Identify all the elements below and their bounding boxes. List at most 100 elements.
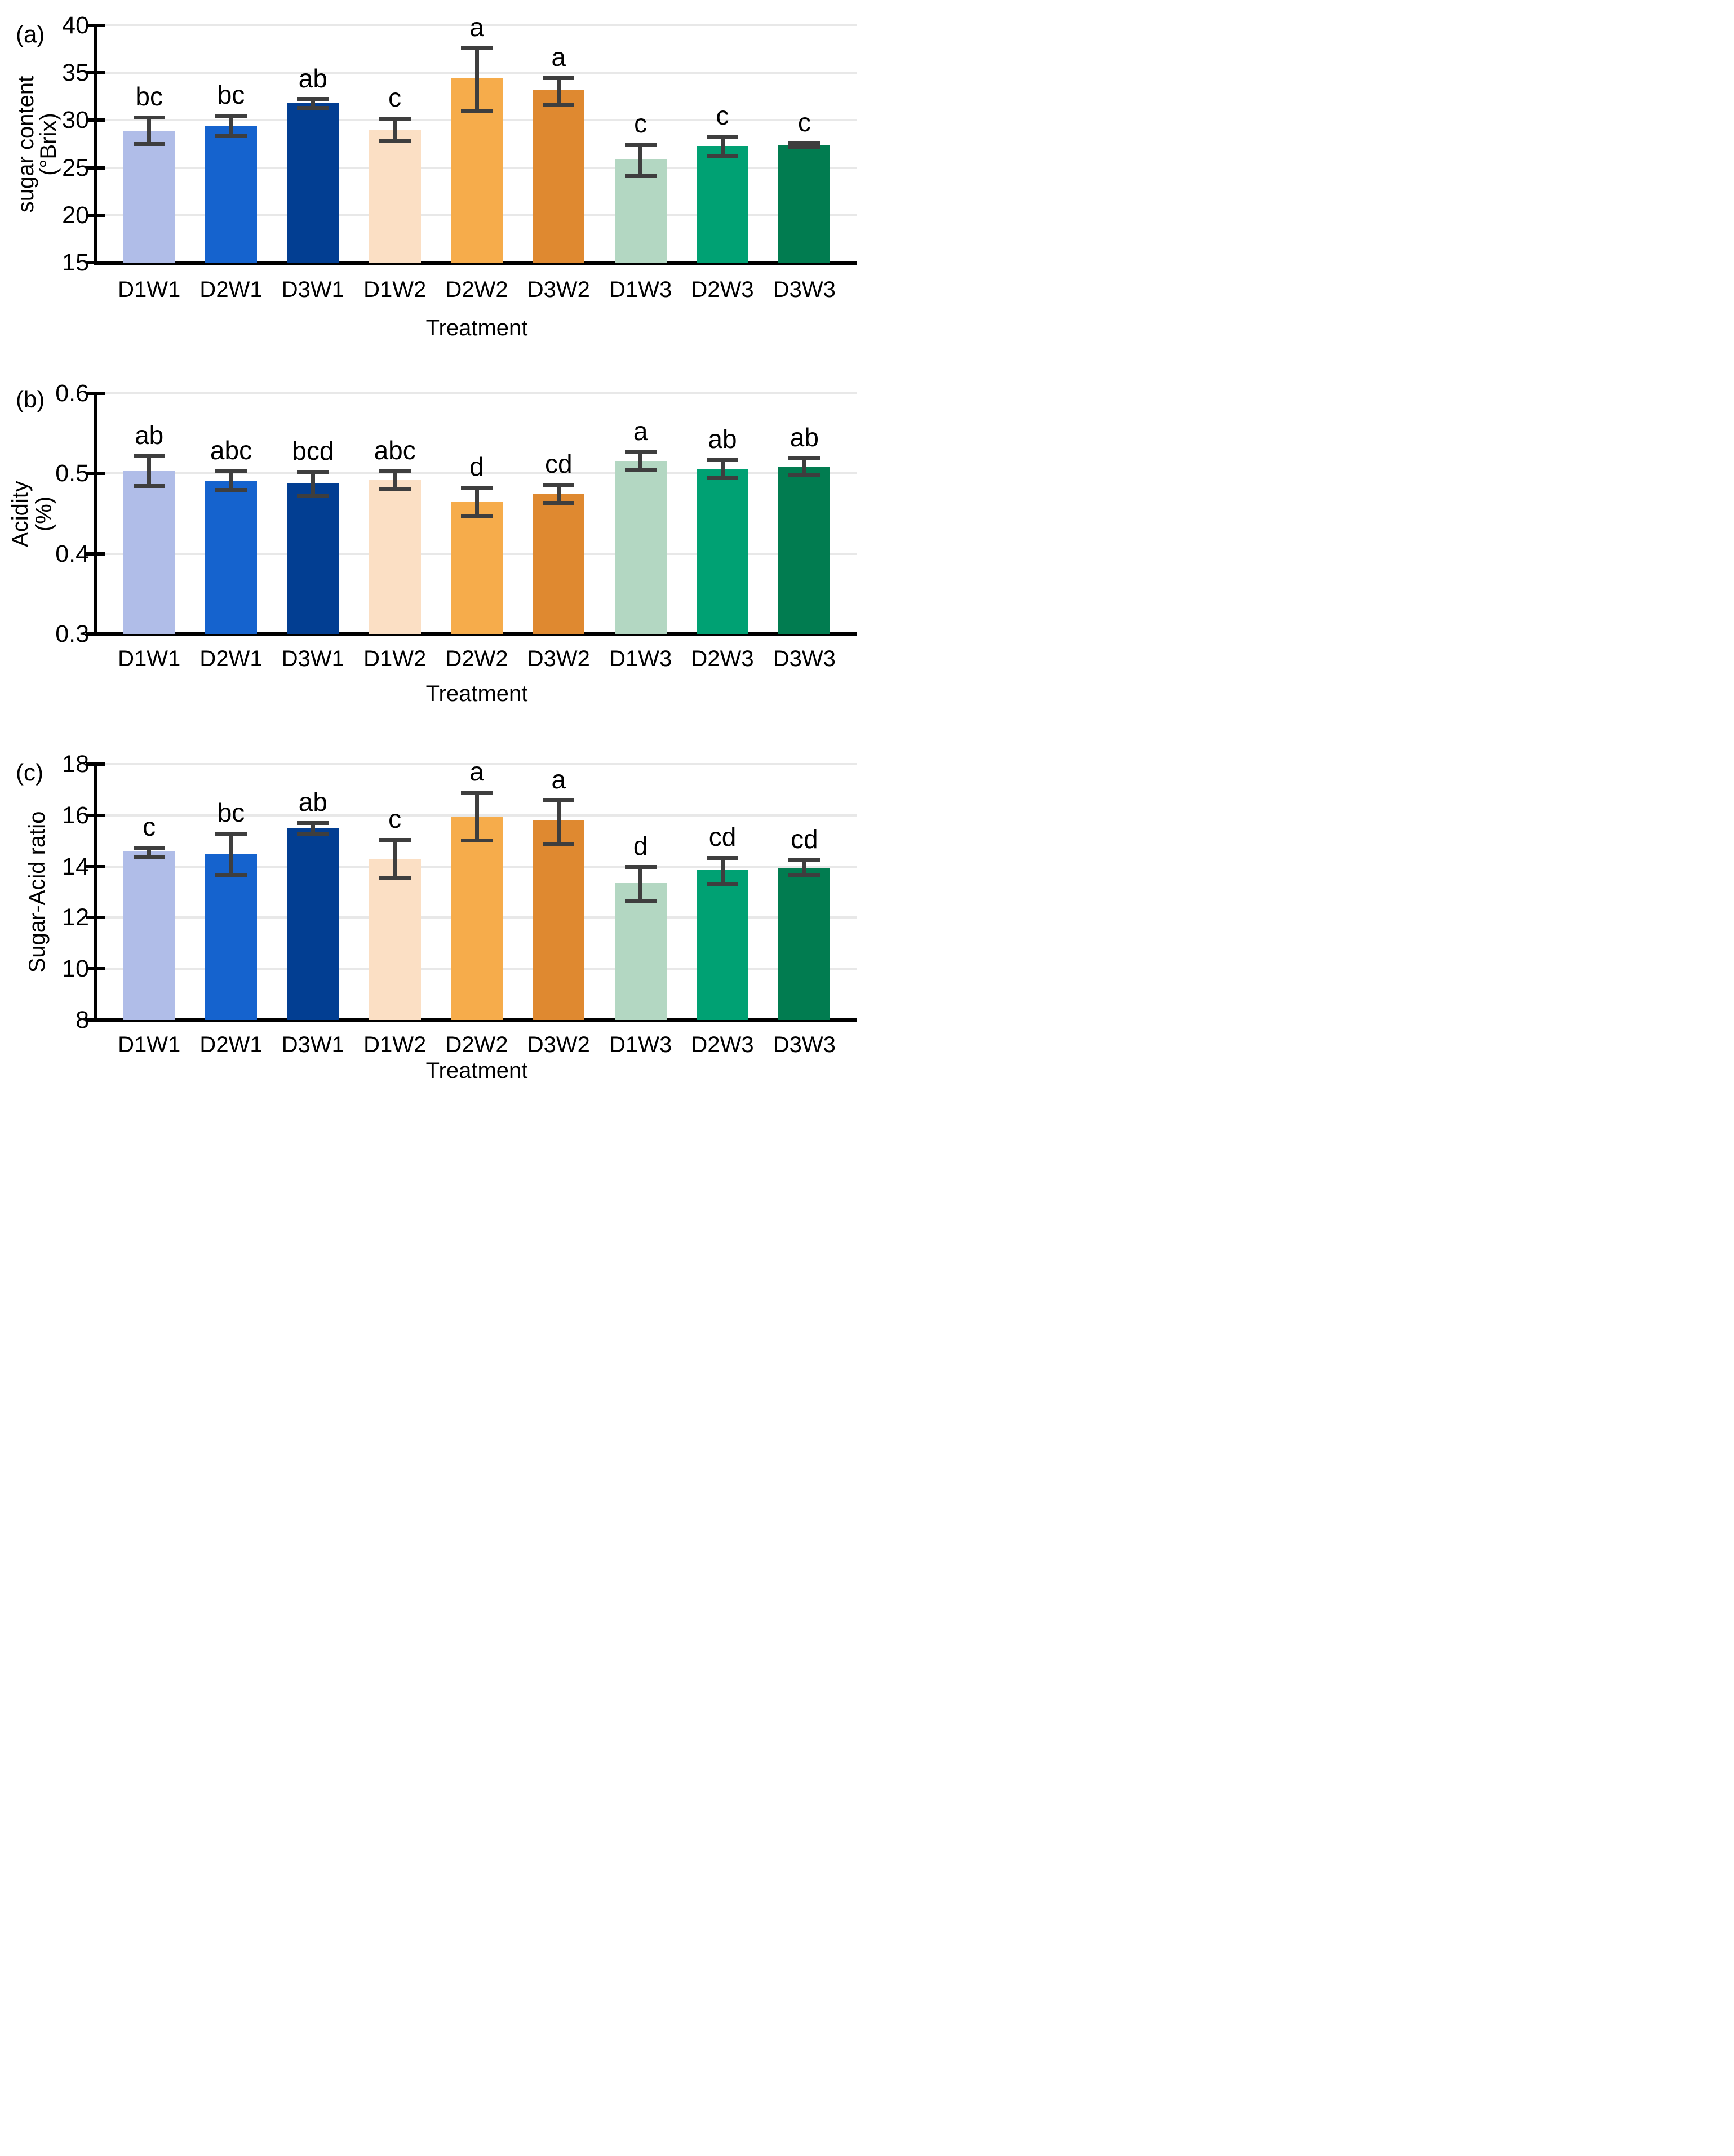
error-bar-cap-top xyxy=(543,798,575,802)
error-bar-cap-top xyxy=(215,113,247,118)
error-bar-cap-top xyxy=(461,46,493,51)
significance-letter: abc xyxy=(210,436,252,465)
significance-letter: ab xyxy=(298,64,327,94)
error-bar-cap-bottom xyxy=(379,487,411,491)
error-bar-cap-bottom xyxy=(379,139,411,143)
panel-tag: (c) xyxy=(16,759,43,786)
figure: (a) sugar content (°Brix) 15 20 25 30 35 40 bc D1W… xyxy=(0,0,867,1078)
x-tick-label: D2W2 xyxy=(445,1032,508,1057)
error-bar-cap-top xyxy=(133,454,165,459)
bar-D1W1 xyxy=(123,851,175,1020)
y-axis-line xyxy=(94,764,97,1020)
significance-letter: cd xyxy=(708,822,737,851)
significance-letter: c xyxy=(388,83,402,113)
error-bar-cap-top xyxy=(379,469,411,474)
error-bar-cap-top xyxy=(379,117,411,121)
y-tick-label: 10 xyxy=(62,955,89,983)
bar-D2W1 xyxy=(205,853,257,1020)
bar-D3W2 xyxy=(533,820,585,1020)
error-bar xyxy=(556,77,561,105)
error-bar-cap-bottom xyxy=(707,476,738,480)
error-bar xyxy=(638,866,643,901)
x-tick-label: D3W1 xyxy=(281,277,344,302)
significance-letter: ab xyxy=(708,424,737,454)
significance-letter: abc xyxy=(374,436,416,465)
significance-letter: d xyxy=(469,451,484,481)
error-bar xyxy=(393,118,397,141)
error-bar-cap-top xyxy=(133,116,165,120)
significance-letter: ab xyxy=(298,787,327,817)
error-bar-cap-bottom xyxy=(624,468,657,472)
y-axis-title: Sugar-Acid ratio xyxy=(25,811,50,973)
panel-c: (c) Sugar-Acid ratio 8 10 12 14 16 18 c D1W1 bc D2W… xyxy=(0,0,867,1078)
x-tick-label: D3W3 xyxy=(773,1032,836,1057)
error-bar xyxy=(802,143,806,148)
y-tick-label: 35 xyxy=(62,59,89,87)
x-tick-label: D1W1 xyxy=(118,646,181,671)
error-bar-cap-top xyxy=(543,483,575,487)
error-bar xyxy=(474,48,479,111)
x-tick-label: D2W3 xyxy=(691,277,754,302)
error-bar-cap-bottom xyxy=(133,484,165,489)
significance-letter: c xyxy=(716,101,729,131)
error-bar xyxy=(229,471,233,491)
bar-D1W2 xyxy=(369,858,421,1020)
error-bar xyxy=(720,857,725,885)
error-bar xyxy=(638,451,643,471)
x-tick-label: D1W1 xyxy=(118,277,181,302)
x-tick-label: D1W3 xyxy=(609,277,672,302)
error-bar xyxy=(802,860,806,876)
bar-D2W3 xyxy=(697,145,748,263)
significance-letter: c xyxy=(143,811,156,841)
error-bar xyxy=(393,471,397,490)
x-axis-line xyxy=(94,632,857,636)
error-bar-cap-bottom xyxy=(788,873,821,877)
y-tick-label: 0.3 xyxy=(55,620,89,647)
error-bar xyxy=(147,117,152,144)
x-tick-label: D1W2 xyxy=(363,1032,427,1057)
y-tick-label: 16 xyxy=(62,801,89,829)
significance-letter: a xyxy=(551,42,566,72)
y-tick-label: 15 xyxy=(62,249,89,276)
error-bar xyxy=(311,823,315,835)
y-tick-label: 30 xyxy=(62,107,89,134)
error-bar-cap-bottom xyxy=(133,141,165,146)
bar-D3W1 xyxy=(287,483,339,634)
error-bar-cap-bottom xyxy=(788,145,821,150)
error-bar-cap-top xyxy=(624,142,657,147)
significance-letter: c xyxy=(388,804,402,833)
error-bar-cap-top xyxy=(707,855,738,860)
error-bar-cap-bottom xyxy=(215,873,247,877)
x-tick-label: D2W2 xyxy=(445,646,508,671)
error-bar xyxy=(802,458,806,476)
bar-D2W2 xyxy=(451,817,503,1020)
gridline xyxy=(97,392,857,394)
bar-D3W2 xyxy=(533,90,585,263)
x-tick-label: D3W1 xyxy=(281,1032,344,1057)
x-tick-label: D3W1 xyxy=(281,646,344,671)
y-tick-label: 0.4 xyxy=(55,540,89,567)
panel-tag: (a) xyxy=(16,21,45,47)
x-tick-label: D3W3 xyxy=(773,277,836,302)
bar-D1W1 xyxy=(123,470,175,634)
panel-a: (a) sugar content (°Brix) 15 20 25 30 35 40 bc D1W… xyxy=(0,0,867,1078)
y-tick-label: 18 xyxy=(62,751,89,778)
bar-D1W3 xyxy=(614,460,667,634)
significance-letter: d xyxy=(633,831,648,860)
gridline xyxy=(97,472,857,475)
significance-letter: a xyxy=(551,764,566,794)
significance-letter: a xyxy=(633,416,648,446)
x-axis-title: Treatment xyxy=(425,316,528,340)
error-bar xyxy=(393,839,397,879)
x-tick-label: D3W2 xyxy=(527,1032,590,1057)
y-tick-label: 8 xyxy=(76,1006,89,1033)
bar-D1W1 xyxy=(123,130,175,263)
bar-D2W3 xyxy=(697,870,748,1020)
error-bar xyxy=(147,456,152,487)
error-bar-cap-top xyxy=(624,864,657,869)
bar-D3W1 xyxy=(287,828,339,1020)
error-bar-cap-top xyxy=(461,485,493,490)
bar-D1W2 xyxy=(369,130,421,263)
y-tick-label: 40 xyxy=(62,12,89,39)
y-tick-label: 14 xyxy=(62,853,89,880)
